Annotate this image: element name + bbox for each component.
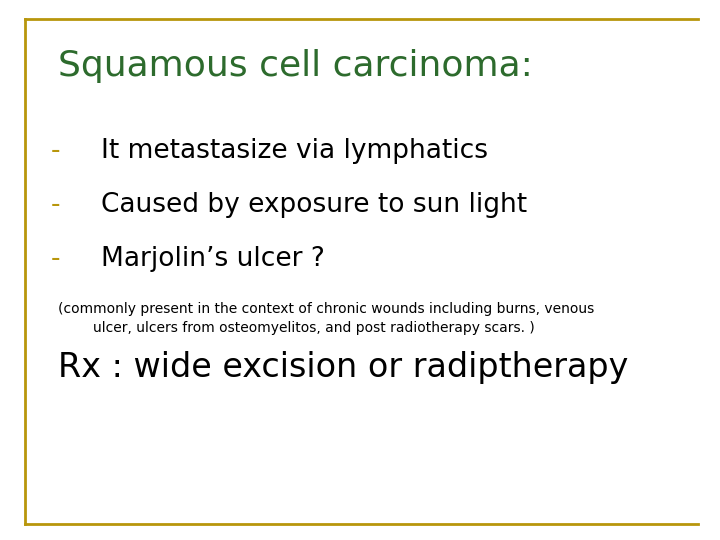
Text: Squamous cell carcinoma:: Squamous cell carcinoma: <box>58 49 533 83</box>
Text: Rx : wide excision or radiptherapy: Rx : wide excision or radiptherapy <box>58 351 628 384</box>
Text: -: - <box>50 138 60 164</box>
Text: (commonly present in the context of chronic wounds including burns, venous
     : (commonly present in the context of chro… <box>58 302 594 335</box>
Text: -: - <box>50 192 60 218</box>
Text: It metastasize via lymphatics: It metastasize via lymphatics <box>101 138 488 164</box>
Text: Marjolin’s ulcer ?: Marjolin’s ulcer ? <box>101 246 325 272</box>
Text: Caused by exposure to sun light: Caused by exposure to sun light <box>101 192 527 218</box>
Text: -: - <box>50 246 60 272</box>
